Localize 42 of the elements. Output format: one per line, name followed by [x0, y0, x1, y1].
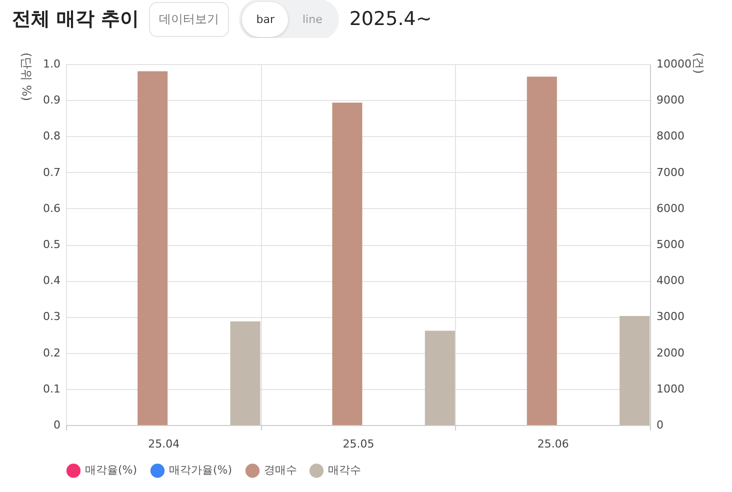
x-tick-label: 25.04 [148, 438, 180, 450]
x-tick-label: 25.06 [537, 438, 569, 450]
y-tick-label: 0.7 [43, 166, 60, 179]
chart-title: 전체 매각 추이 [12, 7, 140, 32]
y2-tick-label: 6000 [656, 202, 684, 215]
y2-tick-label: 3000 [656, 310, 684, 324]
bar [138, 71, 168, 425]
chart-subtitle: 2025.4~ [349, 8, 432, 30]
y2-tick-label: 5000 [656, 238, 684, 251]
y-tick-label: 0.5 [43, 238, 60, 251]
y2-tick-label: 8000 [656, 130, 684, 143]
bar [230, 321, 260, 425]
legend-label: 매각율(%) [85, 464, 138, 477]
y2-tick-label: 7000 [656, 166, 684, 179]
y-tick-label: 0.6 [43, 202, 60, 215]
y-tick-label: 0.4 [43, 274, 60, 288]
y2-axis-title: (건) [692, 52, 706, 74]
bar [332, 102, 362, 425]
y2-tick-label: 10000 [656, 58, 692, 70]
y2-tick-label: 1000 [656, 382, 684, 396]
y2-tick-label: 9000 [656, 94, 684, 107]
text: line [301, 12, 324, 28]
y-tick-label: 0.1 [43, 382, 60, 396]
y-tick-label: 0.9 [43, 94, 60, 107]
y2-tick-label: 2000 [656, 346, 684, 360]
legend-label: 경매수 [264, 464, 297, 477]
y-axis-title: (단위 %) [20, 52, 34, 102]
y2-tick-label: 4000 [656, 274, 684, 288]
legend-label: 매각가율(%) [169, 464, 232, 477]
legend-label: 매각수 [328, 464, 361, 477]
y-tick-label: 0.8 [43, 130, 60, 143]
text: 데이터보기 [149, 2, 230, 36]
bar [620, 316, 650, 425]
bar [424, 330, 455, 425]
text: bar [242, 2, 288, 36]
y-tick-label: 0 [54, 418, 60, 432]
y-tick-label: 1.0 [43, 58, 60, 70]
x-tick-label: 25.05 [342, 438, 374, 450]
y2-tick-label: 0 [656, 418, 664, 432]
bar [526, 76, 557, 425]
y-tick-label: 0.3 [43, 310, 60, 324]
y-tick-label: 0.2 [43, 346, 60, 360]
